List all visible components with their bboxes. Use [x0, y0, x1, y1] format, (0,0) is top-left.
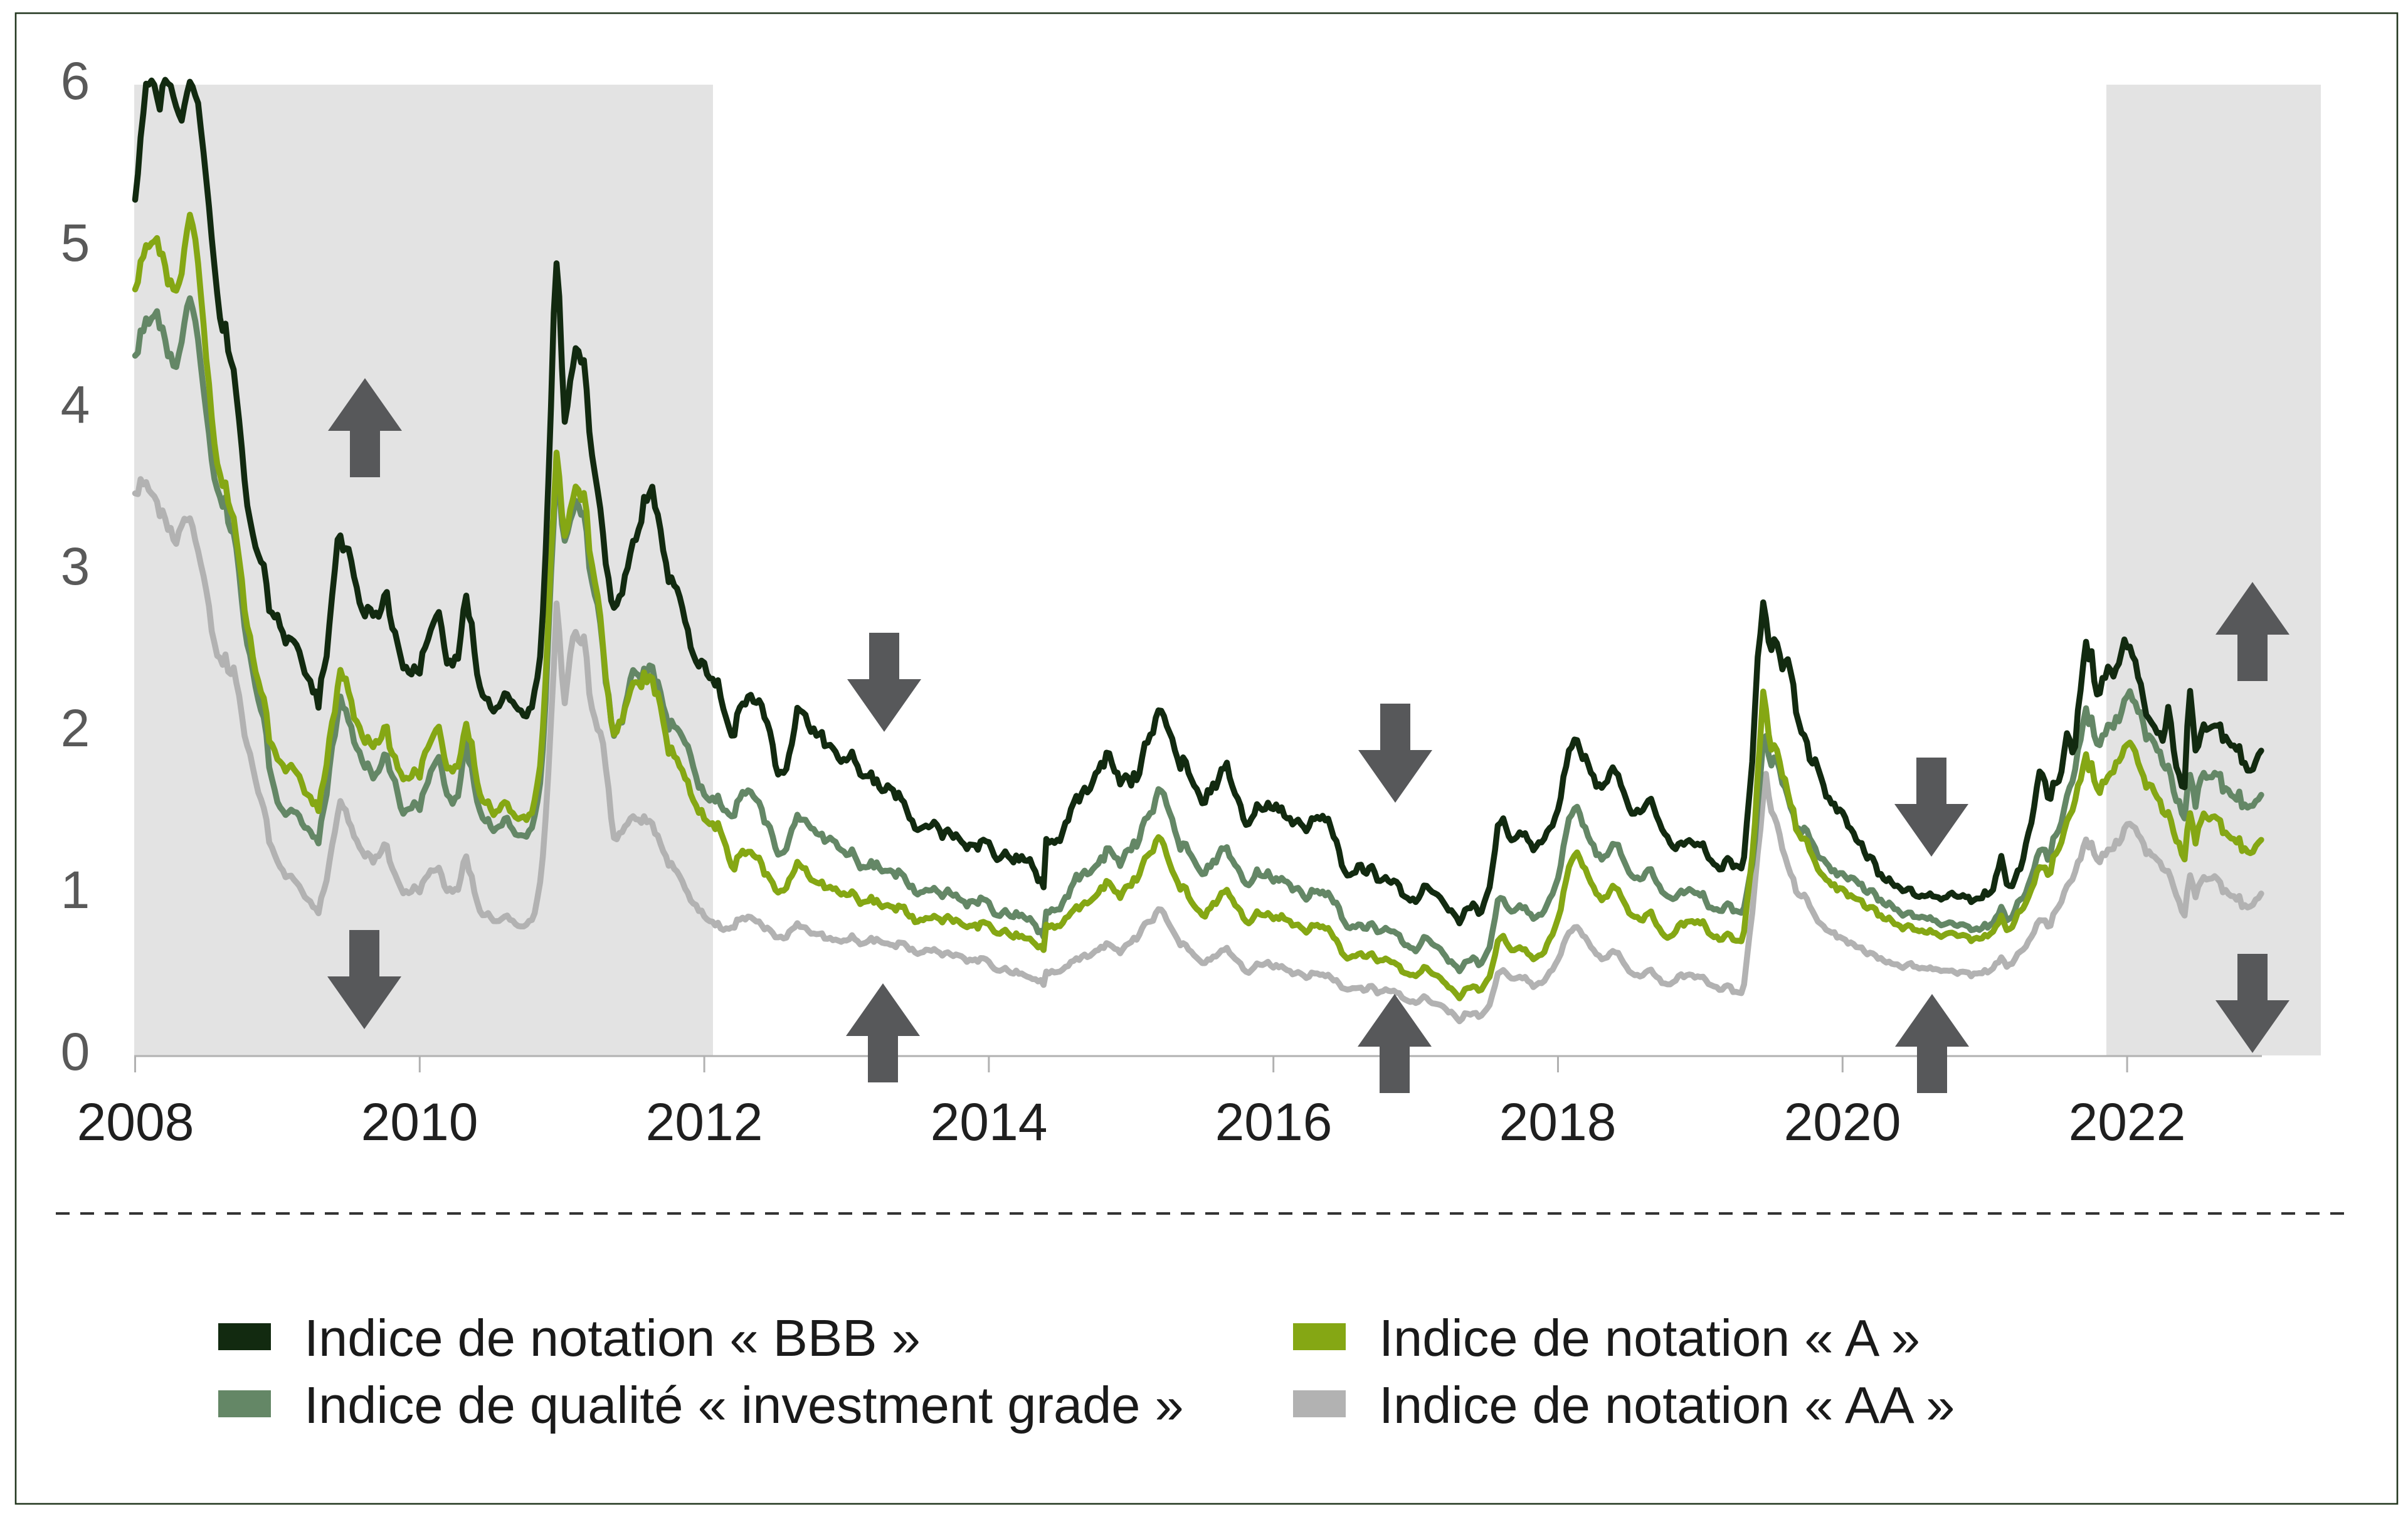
svg-text:1: 1: [61, 860, 90, 919]
svg-text:2020: 2020: [1784, 1092, 1901, 1151]
svg-text:2012: 2012: [646, 1092, 763, 1151]
svg-text:6: 6: [61, 51, 90, 110]
svg-text:2022: 2022: [2069, 1092, 2186, 1151]
svg-text:Indice de notation « A »: Indice de notation « A »: [1379, 1309, 1920, 1367]
svg-text:5: 5: [61, 213, 90, 272]
svg-text:2018: 2018: [1499, 1092, 1617, 1151]
svg-text:3: 3: [61, 537, 90, 596]
svg-text:2008: 2008: [77, 1092, 194, 1151]
svg-text:2010: 2010: [361, 1092, 478, 1151]
svg-text:Indice de notation « AA »: Indice de notation « AA »: [1379, 1376, 1955, 1434]
svg-text:4: 4: [61, 375, 90, 434]
svg-text:2014: 2014: [931, 1092, 1048, 1151]
svg-text:Indice de qualité « investment: Indice de qualité « investment grade »: [304, 1376, 1184, 1434]
svg-text:2016: 2016: [1215, 1092, 1333, 1151]
svg-text:0: 0: [61, 1022, 90, 1081]
svg-text:2: 2: [61, 699, 90, 758]
svg-text:Indice de notation « BBB »: Indice de notation « BBB »: [304, 1309, 921, 1367]
